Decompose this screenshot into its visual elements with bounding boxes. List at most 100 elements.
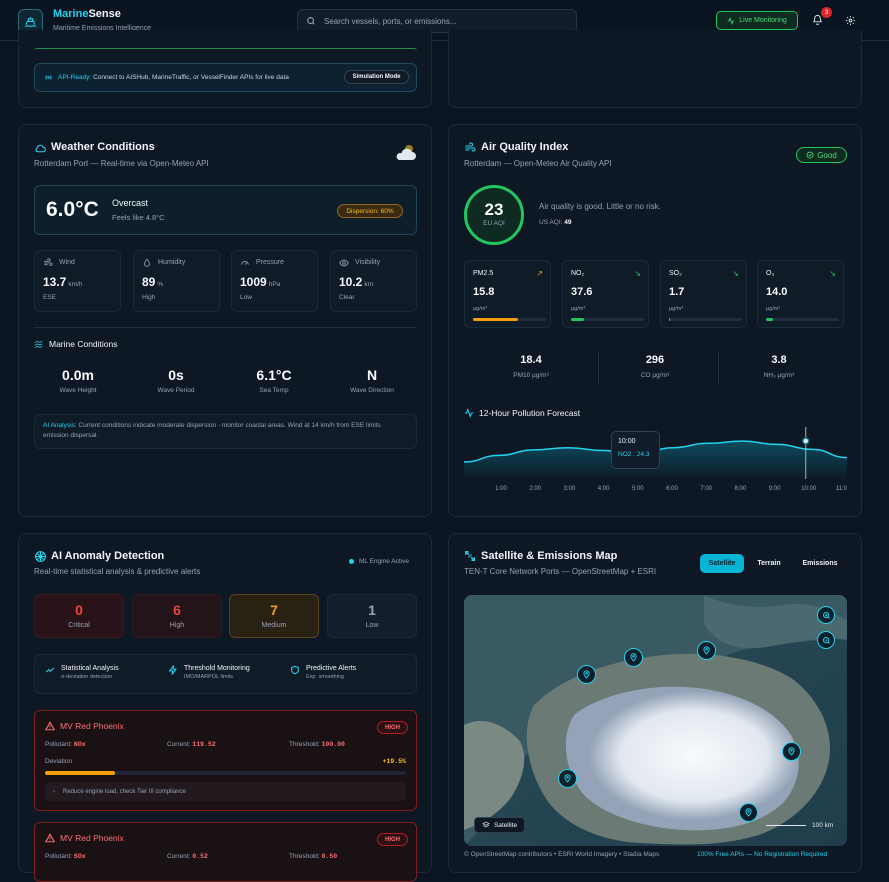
port-marker[interactable] [697,641,716,660]
app-tagline: Maritime Emissions Intelligence [53,25,152,32]
bell-icon[interactable] [812,14,823,25]
simulation-mode-button[interactable]: Simulation Mode [344,70,409,84]
metric-label: Pressure [256,259,285,266]
pollutant-no2: NO₂ ↘ 37.6 µg/m³ [562,260,649,328]
search-bar[interactable] [297,9,577,33]
anomaly-alert[interactable]: MV Red Phoenix HIGH Pollutant: NOx Curre… [34,710,417,811]
map-title: Satellite & Emissions Map [481,550,618,562]
gear-icon[interactable] [845,15,856,26]
x-tick-label: 1:00 [495,486,507,492]
brain-icon [35,551,46,562]
condition-label: Overcast [112,198,149,208]
map-pin-icon [745,808,752,817]
alert-current: Current: 119.52 [167,741,216,748]
feature-statistical: Statistical Analysis σ-deviation detectio… [45,665,119,680]
metric-humidity: Humidity 89% High [133,250,220,312]
aqi-label: EU AQI [483,220,505,227]
severity-high[interactable]: 6 High [132,594,222,638]
shield-icon [291,665,299,675]
temperature-panel: 6.0°C Overcast Feels like 4.8°C Dispersi… [34,185,417,235]
feature-threshold: Threshold Monitoring IMO/MARPOL limits [168,665,250,680]
aqi-value: 23 [484,200,504,219]
activity-icon [727,16,735,25]
metric-sub: Clear [339,294,355,301]
metric-value: 10.2 km [339,275,374,289]
bolt-icon [168,665,177,675]
satellite-icon [465,551,475,561]
map-scale: 100 km [766,822,833,829]
dispersion-badge: Dispersion: 60% [337,204,403,218]
x-tick-label: 8:00 [735,486,747,492]
feature-predictive: Predictive Alerts Exp. smoothing [290,665,356,680]
tab-satellite[interactable]: Satellite [700,554,744,573]
alert-threshold: Threshold: 100.00 [289,741,345,748]
live-monitoring-button[interactable]: Live Monitoring [716,11,798,30]
metric-sub: ESE [43,294,57,301]
us-aqi: US AQI: 49 [539,219,572,226]
map-layer-label[interactable]: Satellite [474,817,525,833]
layers-icon [482,821,490,828]
port-marker[interactable] [739,803,758,822]
warning-icon [45,721,55,731]
map-attribution: © OpenStreetMap contributors • ESRI Worl… [464,851,660,858]
api-ready-bar: API-Ready: Connect to AISHub, MarineTraf… [34,63,417,92]
free-apis-note: 100% Free APIs — No Registration Require… [697,851,828,858]
alert-pollutant: Pollutant: NOx [45,741,86,748]
alert-title: MV Red Phoenix [45,833,124,843]
marine-wave-period: 0s Wave Period [157,367,195,394]
notification-badge: 3 [821,7,832,18]
pollutant-o3: O₃ ↘ 14.0 µg/m³ [757,260,844,328]
feels-like: Feels like 4.8°C [112,213,165,222]
anomaly-card [18,533,432,873]
metric-label: Visibility [355,259,381,266]
tab-terrain[interactable]: Terrain [757,560,781,567]
x-tick-label: 10:00 [801,486,817,492]
x-tick-label: 5:00 [632,486,644,492]
marine-sea-temp: 6.1°C Sea Temp [256,367,292,394]
right-card-partial [448,30,862,108]
x-tick-label: 4:00 [598,486,610,492]
detection-features: Statistical Analysis σ-deviation detectio… [34,654,417,694]
map-pin-icon [564,774,571,783]
aqi-message: Air quality is good. Little or no risk. [539,202,661,211]
trend-up-icon: ↗ [536,269,543,278]
anomaly-alert[interactable]: MV Red Phoenix HIGH Pollutant: SOx Curre… [34,822,417,882]
api-ready-text: Connect to AISHub, MarineTraffic, or Ves… [93,74,289,81]
marine-title: Marine Conditions [49,339,118,349]
severity-badge: HIGH [377,721,408,734]
trend-down-icon: ↘ [829,269,836,278]
port-marker[interactable] [558,769,577,788]
map-pin-icon [703,646,710,655]
stat-pm10: 18.4 PM10 µg/m³ [513,354,549,379]
deviation-label: Deviation [45,758,73,765]
pollutant-so2: SO₂ ↘ 1.7 µg/m³ [660,260,747,328]
severity-critical[interactable]: 0 Critical [34,594,124,638]
port-marker[interactable] [782,742,801,761]
x-tick-label: 6:00 [666,486,678,492]
satellite-map[interactable] [464,595,847,846]
tab-emissions[interactable]: Emissions [802,560,838,567]
pollutant-pm25: PM2.5 ↗ 15.8 µg/m³ [464,260,551,328]
ai-analysis-box: AI Analysis: Current conditions indicate… [34,414,417,449]
gauge-icon [241,261,249,265]
alert-pollutant: Pollutant: SOx [45,853,86,860]
weather-card [18,124,432,517]
metric-label: Humidity [158,259,186,266]
chart-point[interactable] [802,437,810,445]
wind-icon [465,142,476,152]
zoom-in-button[interactable] [817,606,835,624]
port-marker[interactable] [624,648,643,667]
metric-visibility: Visibility 10.2 km Clear [330,250,417,312]
severity-medium[interactable]: 7 Medium [229,594,319,638]
cloud-sun-icon [396,145,416,160]
zoom-out-button[interactable] [817,631,835,649]
metric-value: 89% [142,275,164,289]
severity-low[interactable]: 1 Low [327,594,417,638]
api-ready-prefix: API-Ready: [58,74,92,81]
temperature-value: 6.0°C [46,198,99,221]
map-subtitle: TEN-T Core Network Ports — OpenStreetMap… [464,567,657,576]
check-circle-icon [806,151,814,159]
metric-pressure: Pressure 1009 hPa Low [231,250,318,312]
port-marker[interactable] [577,665,596,684]
search-input[interactable] [324,16,564,26]
